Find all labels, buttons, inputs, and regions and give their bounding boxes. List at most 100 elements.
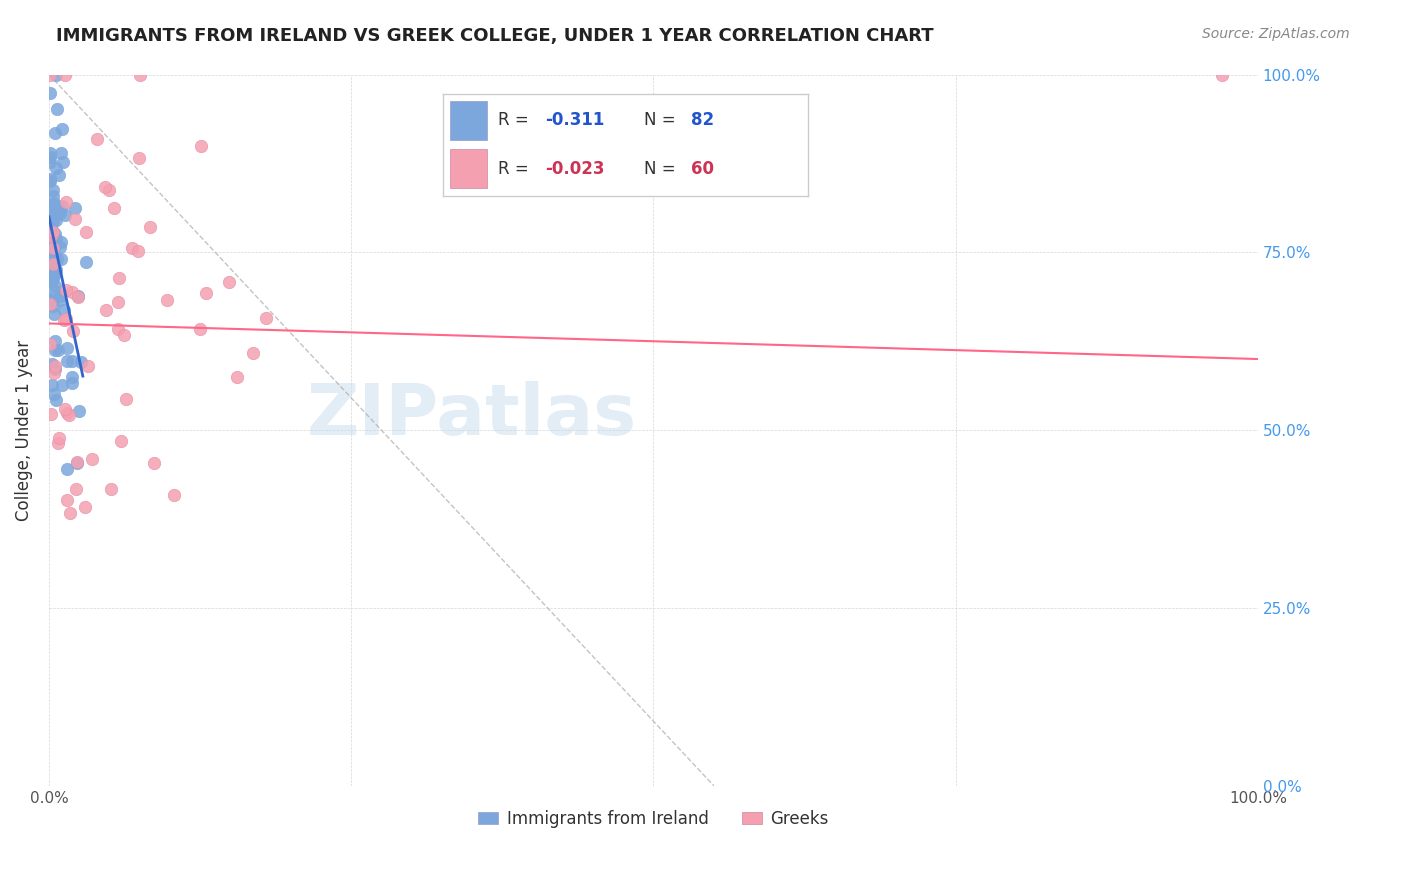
Point bbox=[143, 456, 166, 470]
Point bbox=[39, 337, 62, 351]
Point bbox=[42, 189, 65, 203]
Point bbox=[46, 204, 69, 219]
Point bbox=[55, 312, 77, 326]
Y-axis label: College, Under 1 year: College, Under 1 year bbox=[15, 340, 32, 521]
Point bbox=[39, 68, 62, 82]
Bar bbox=[450, 149, 486, 188]
Point bbox=[46, 102, 69, 116]
Point bbox=[49, 235, 72, 249]
Point bbox=[45, 252, 67, 267]
Point bbox=[98, 183, 121, 197]
Point bbox=[44, 343, 66, 357]
Text: -0.023: -0.023 bbox=[546, 160, 605, 178]
Point bbox=[127, 244, 149, 259]
Point bbox=[38, 172, 60, 186]
Point bbox=[107, 322, 129, 336]
Point bbox=[60, 285, 83, 300]
Point bbox=[42, 196, 65, 211]
Point bbox=[70, 355, 93, 369]
Point bbox=[55, 354, 77, 368]
Text: IMMIGRANTS FROM IRELAND VS GREEK COLLEGE, UNDER 1 YEAR CORRELATION CHART: IMMIGRANTS FROM IRELAND VS GREEK COLLEGE… bbox=[56, 27, 934, 45]
Point bbox=[46, 436, 69, 450]
Point bbox=[56, 406, 79, 420]
Point bbox=[41, 209, 63, 223]
Point bbox=[58, 408, 80, 422]
Point bbox=[39, 407, 62, 421]
Point bbox=[44, 334, 66, 348]
Point bbox=[44, 241, 66, 255]
Point bbox=[49, 293, 72, 307]
Point bbox=[60, 376, 83, 391]
Point bbox=[62, 324, 84, 338]
Point bbox=[39, 293, 62, 308]
Point bbox=[44, 209, 66, 223]
Point bbox=[190, 139, 212, 153]
Point bbox=[51, 145, 73, 160]
Point bbox=[51, 252, 73, 266]
Point bbox=[42, 241, 65, 255]
Point bbox=[39, 274, 62, 288]
Point bbox=[45, 393, 67, 408]
Point bbox=[39, 246, 62, 260]
Point bbox=[42, 232, 65, 246]
Point bbox=[75, 225, 97, 239]
Point bbox=[42, 257, 65, 271]
Point bbox=[155, 293, 177, 307]
Point bbox=[39, 174, 62, 188]
Point bbox=[218, 275, 240, 289]
Point bbox=[195, 285, 218, 300]
Point bbox=[41, 213, 63, 227]
Point bbox=[39, 240, 62, 254]
Point bbox=[51, 377, 73, 392]
Point bbox=[163, 488, 186, 502]
Point bbox=[38, 155, 60, 169]
Text: N =: N = bbox=[644, 160, 681, 178]
Point bbox=[94, 303, 117, 318]
Text: -0.311: -0.311 bbox=[546, 112, 605, 129]
Point bbox=[42, 197, 65, 211]
Point bbox=[44, 284, 66, 298]
Text: ZIPatlas: ZIPatlas bbox=[307, 382, 637, 450]
Point bbox=[53, 208, 76, 222]
Text: 60: 60 bbox=[692, 160, 714, 178]
Point bbox=[110, 434, 132, 449]
Point bbox=[44, 261, 66, 276]
Point bbox=[45, 232, 67, 246]
Point bbox=[39, 228, 62, 243]
Point bbox=[44, 362, 66, 376]
Point bbox=[39, 217, 62, 231]
Point bbox=[254, 311, 277, 326]
Point bbox=[53, 68, 76, 82]
Point bbox=[52, 312, 75, 326]
Point bbox=[45, 161, 67, 176]
Point bbox=[55, 341, 77, 355]
Point bbox=[107, 294, 129, 309]
Point bbox=[48, 201, 70, 215]
Point bbox=[188, 322, 211, 336]
Legend: Immigrants from Ireland, Greeks: Immigrants from Ireland, Greeks bbox=[471, 803, 835, 834]
Point bbox=[41, 263, 63, 277]
Point bbox=[108, 270, 131, 285]
Text: R =: R = bbox=[498, 112, 534, 129]
Point bbox=[55, 195, 77, 210]
Point bbox=[44, 268, 66, 282]
Point bbox=[60, 354, 83, 368]
Text: Source: ZipAtlas.com: Source: ZipAtlas.com bbox=[1202, 27, 1350, 41]
Point bbox=[41, 223, 63, 237]
Point bbox=[44, 307, 66, 321]
Point bbox=[65, 483, 87, 497]
Point bbox=[38, 151, 60, 165]
Point bbox=[38, 292, 60, 306]
Point bbox=[44, 359, 66, 373]
Point bbox=[86, 132, 108, 146]
Point bbox=[77, 359, 100, 373]
Point bbox=[51, 122, 73, 136]
Point bbox=[44, 207, 66, 221]
Point bbox=[1211, 68, 1233, 82]
Point bbox=[48, 431, 70, 445]
Point bbox=[49, 205, 72, 219]
Point bbox=[67, 404, 90, 418]
Point bbox=[45, 213, 67, 227]
Point bbox=[121, 241, 143, 255]
Point bbox=[42, 299, 65, 313]
